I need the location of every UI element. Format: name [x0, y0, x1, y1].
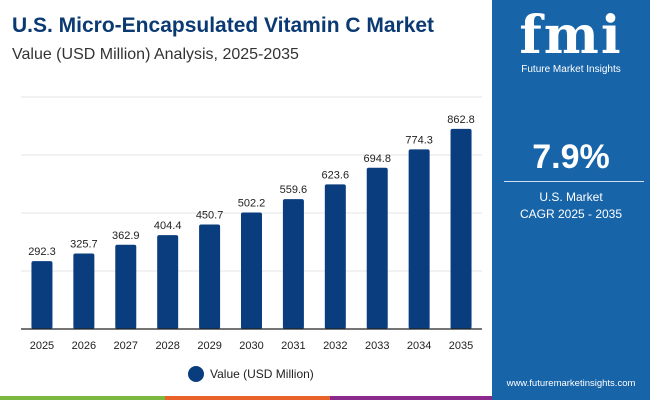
x-tick-label: 2026 [72, 340, 96, 352]
brand-name: Future Market Insights [521, 64, 621, 75]
bar [199, 224, 221, 329]
x-tick-label: 2031 [281, 340, 305, 352]
data-label: 325.7 [70, 238, 98, 250]
data-label: 450.7 [196, 209, 224, 221]
x-tick-label: 2035 [449, 340, 473, 352]
data-label: 623.6 [322, 169, 350, 181]
bar [31, 261, 53, 329]
bar-chart: 292.3 2025 325.7 2026 362.9 2027 404.4 2028 450.… [21, 96, 482, 352]
x-tick-label: 2032 [323, 340, 347, 352]
bar [408, 149, 430, 329]
x-tick-label: 2027 [114, 340, 138, 352]
bar [282, 199, 304, 329]
divider [504, 181, 644, 182]
data-label: 404.4 [154, 220, 182, 232]
x-tick-label: 2033 [365, 340, 389, 352]
data-label: 862.8 [447, 114, 475, 126]
x-tick-label: 2029 [197, 340, 221, 352]
chart-title: U.S. Micro-Encapsulated Vitamin C Market [12, 14, 435, 37]
fmi-logo: fmi [519, 5, 623, 66]
stripe-orange [165, 396, 330, 400]
bar [241, 212, 262, 329]
bar [324, 184, 346, 329]
chart-subtitle: Value (USD Million) Analysis, 2025-2035 [12, 46, 299, 63]
data-label: 774.3 [405, 134, 433, 146]
x-tick-label: 2028 [155, 340, 179, 352]
website-url: www.futuremarketinsights.com [506, 378, 636, 389]
legend-swatch [188, 366, 204, 382]
bar [73, 253, 95, 329]
bar [115, 244, 137, 329]
data-label: 694.8 [363, 153, 391, 165]
legend-label: Value (USD Million) [210, 367, 314, 381]
x-tick-label: 2025 [30, 340, 54, 352]
cagr-panel: fmi Future Market Insights 7.9% U.S. Mar… [492, 0, 650, 400]
bar [450, 128, 472, 329]
x-tick-label: 2034 [407, 340, 431, 352]
data-label: 502.2 [238, 197, 266, 209]
x-tick-label: 2030 [239, 340, 263, 352]
bar [157, 235, 179, 329]
stripe-green [0, 396, 165, 400]
bar [366, 167, 388, 329]
cagr-label-market: U.S. Market [539, 190, 603, 204]
data-label: 362.9 [112, 230, 140, 242]
legend: Value (USD Million) [188, 366, 314, 382]
data-label: 559.6 [280, 184, 308, 196]
cagr-label-period: CAGR 2025 - 2035 [519, 207, 623, 221]
data-label: 292.3 [28, 246, 56, 258]
stripe-purple [330, 396, 492, 400]
cagr-value: 7.9% [532, 138, 610, 176]
